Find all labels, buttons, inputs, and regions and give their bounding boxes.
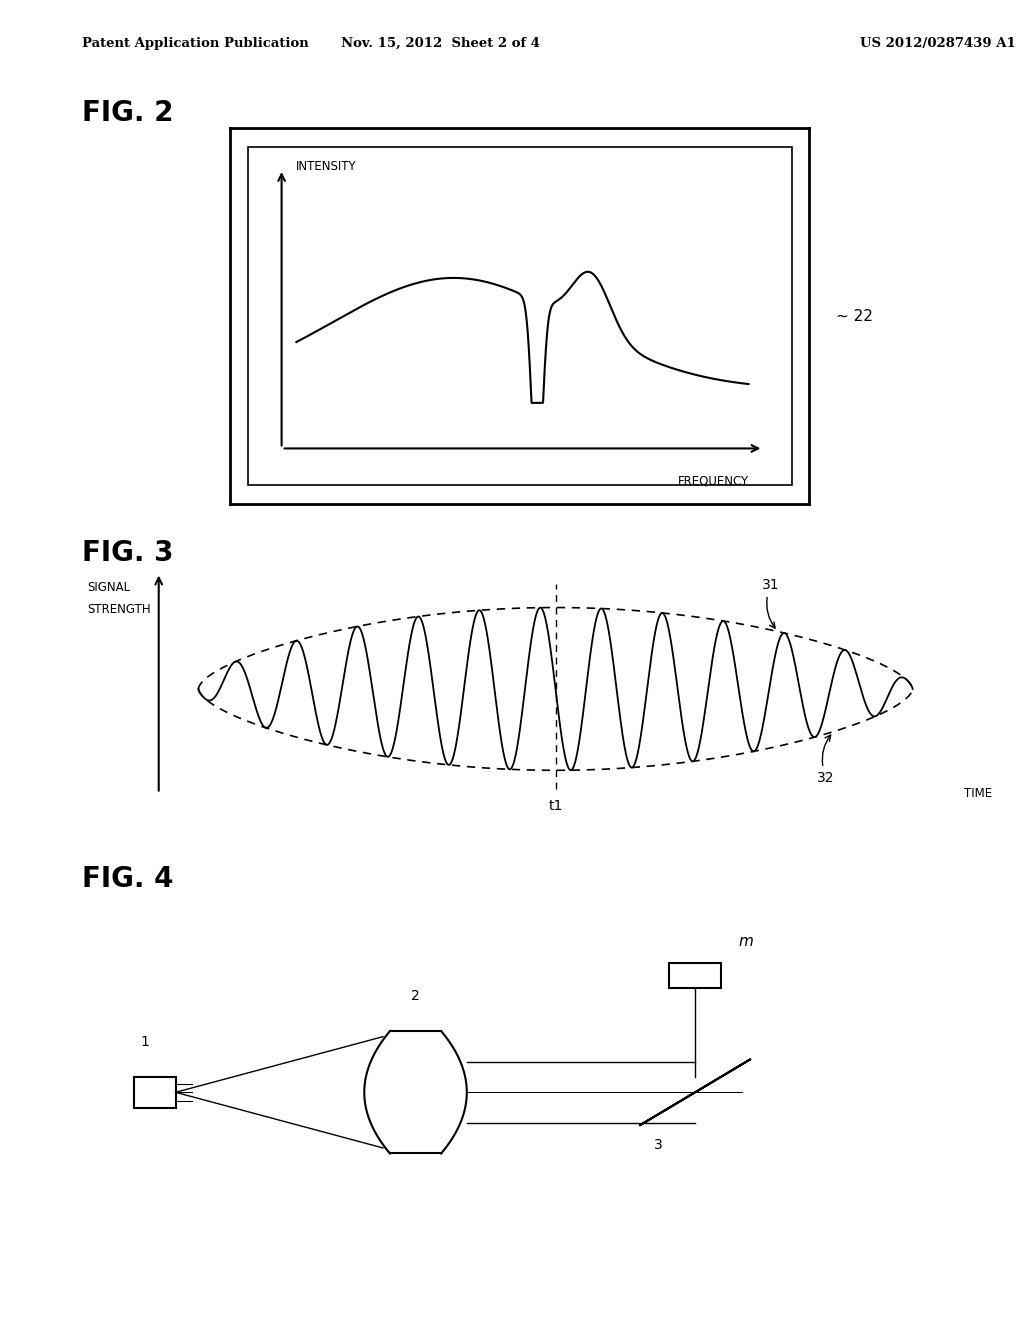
Text: t1: t1 (548, 799, 563, 813)
Text: FIG. 2: FIG. 2 (82, 99, 173, 127)
Text: US 2012/0287439 A1: US 2012/0287439 A1 (860, 37, 1016, 50)
Bar (134, 1077, 175, 1107)
Text: 31: 31 (762, 578, 779, 628)
Bar (670, 964, 721, 987)
Text: 32: 32 (817, 735, 835, 785)
Text: 3: 3 (653, 1138, 663, 1152)
Text: INTENSITY: INTENSITY (296, 160, 357, 173)
Text: Patent Application Publication: Patent Application Publication (82, 37, 308, 50)
Text: SIGNAL: SIGNAL (87, 581, 130, 594)
Text: 1: 1 (141, 1035, 150, 1049)
Text: Nov. 15, 2012  Sheet 2 of 4: Nov. 15, 2012 Sheet 2 of 4 (341, 37, 540, 50)
Text: m: m (739, 935, 754, 949)
Text: STRENGTH: STRENGTH (87, 603, 151, 616)
Text: FIG. 3: FIG. 3 (82, 539, 173, 566)
Text: FIG. 4: FIG. 4 (82, 865, 173, 892)
Text: TIME: TIME (965, 787, 992, 800)
Text: 2: 2 (412, 989, 420, 1003)
Text: FREQUENCY: FREQUENCY (678, 475, 749, 488)
Text: ~ 22: ~ 22 (836, 309, 872, 325)
